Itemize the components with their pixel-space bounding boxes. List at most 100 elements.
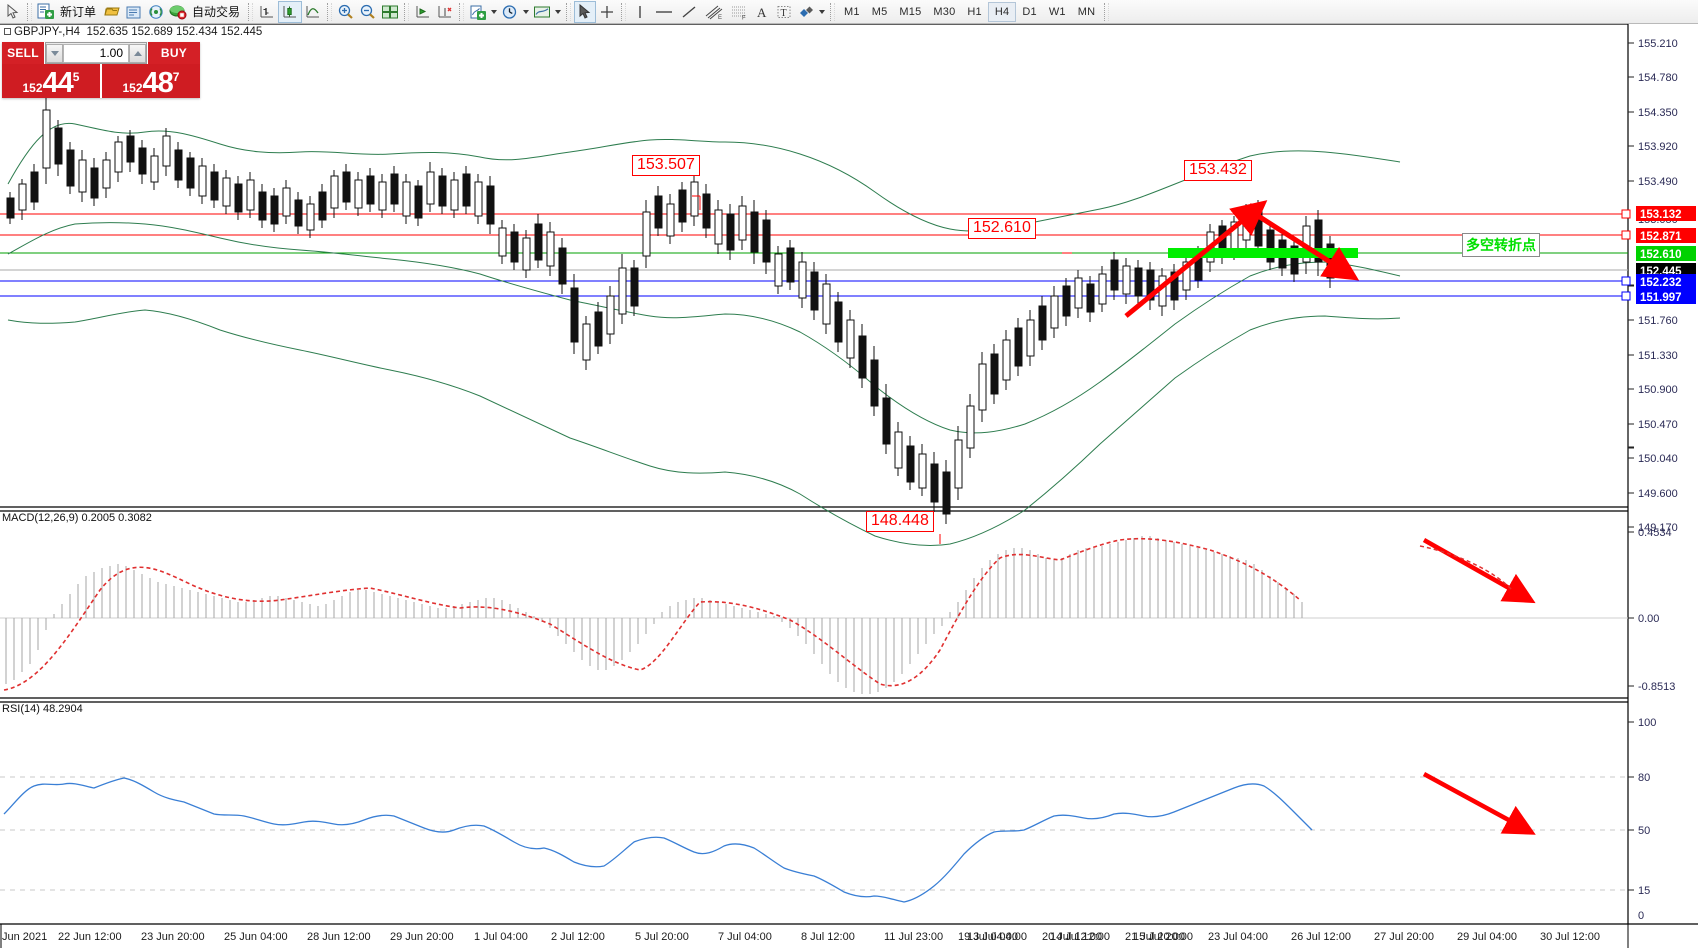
candlestick-chart-icon[interactable] [278,0,303,23]
zoom-out-icon[interactable] [357,1,379,23]
chevron-up-icon [133,50,142,56]
cursor-tool-icon[interactable] [574,0,597,23]
trendline-icon[interactable] [677,1,701,23]
news-icon[interactable] [123,1,145,23]
sell-button[interactable]: SELL [2,42,44,64]
annotation-high-left[interactable]: 153.507 [632,155,700,176]
svg-text:154.780: 154.780 [1638,72,1678,84]
annotation-low[interactable]: 148.448 [866,511,934,532]
svg-text:F: F [742,15,746,20]
buy-price-display[interactable]: 152 48 7 [100,64,200,98]
xtick-5: 29 Jun 20:00 [390,931,454,943]
timeframe-m5[interactable]: M5 [871,5,888,18]
volume-input[interactable]: 1.00 [63,43,129,63]
shapes-icon[interactable] [795,1,827,23]
chevron-down-icon[interactable] [819,9,826,14]
time-axis-labels-cont: 19 Jul 04:00 20 Jul 12:00 21 Jul 20:00 2… [0,924,1698,948]
time-axis [0,923,1698,948]
text-icon[interactable]: A [751,1,773,23]
chevron-down-icon[interactable] [555,9,562,14]
xtick-0: Jun 2021 [2,931,48,943]
volume-control[interactable]: 1.00 [45,42,147,64]
autotrading-icon[interactable]: 自动交易 [167,1,245,23]
chart-maximize-icon[interactable] [4,28,11,36]
svg-text:50: 50 [1638,825,1650,837]
toolbar-separator [459,2,465,21]
fibonacci-icon[interactable]: F [727,1,751,23]
svg-text:151.330: 151.330 [1638,350,1678,362]
sell-fraction: 5 [72,70,80,84]
xtick-1: 22 Jun 12:00 [58,931,122,943]
svg-text:E: E [718,15,722,20]
tile-windows-icon[interactable] [379,1,401,23]
annotation-high-right[interactable]: 153.432 [1184,160,1252,181]
time-axis-labels: Jun 2021 22 Jun 12:00 23 Jun 20:00 25 Ju… [0,924,1698,948]
annotation-chinese-note[interactable]: 多空转折点 [1462,233,1540,257]
crosshair-icon[interactable] [596,1,618,23]
chevron-down-icon[interactable] [523,9,530,14]
cursor-arrow-icon[interactable] [2,1,24,23]
timeframe-m15[interactable]: M15 [899,5,922,18]
timeframe-h4[interactable]: H4 [987,1,1017,22]
timeframe-m1[interactable]: M1 [844,5,860,18]
macd-trend-arrow [1422,538,1536,604]
svg-text:0.00: 0.00 [1638,613,1659,625]
folder-icon[interactable] [101,1,123,23]
toolbar-separator [830,2,836,21]
xtick-9: 7 Jul 04:00 [718,931,772,943]
annotation-mid[interactable]: 152.610 [968,218,1036,239]
xtick-10: 8 Jul 12:00 [801,931,855,943]
auto-scroll-icon[interactable] [434,1,456,23]
timeframe-m30[interactable]: M30 [933,5,956,18]
period-clock-icon[interactable] [499,1,531,23]
buy-button[interactable]: BUY [148,42,200,64]
xtick-11: 11 Jul 23:00 [884,931,944,943]
support-zone-rect [1168,248,1358,258]
new-order-icon[interactable]: 新订单 [35,1,101,23]
signal-icon[interactable] [145,1,167,23]
equidistant-channel-icon[interactable]: E [701,1,727,23]
templates-icon[interactable] [531,1,563,23]
xtick-8: 5 Jul 20:00 [635,931,689,943]
rsi-pane: 100 80 50 15 0 [0,717,1656,922]
price-axis-low-ticks: 149.170 [1628,522,1678,534]
svg-text:155.210: 155.210 [1638,38,1678,50]
shift-end-icon[interactable] [412,1,434,23]
timeframe-w1[interactable]: W1 [1048,5,1066,18]
downtrend-arrow [1250,209,1360,281]
octp-header-row: SELL 1.00 BUY [2,42,200,64]
rsi-indicator-label: RSI(14) 48.2904 [2,703,83,715]
vertical-line-icon[interactable] [629,1,651,23]
chevron-down-icon [50,50,59,56]
price-axis-tail: 149.600 [1628,488,1678,500]
volume-increase-button[interactable] [129,43,146,63]
zoom-in-icon[interactable] [335,1,357,23]
timeframe-mn[interactable]: MN [1077,5,1096,18]
add-indicator-icon[interactable] [467,1,499,23]
sell-price-display[interactable]: 152 44 5 [2,64,100,98]
level-label-152610: 152.610 [1640,249,1682,261]
horizontal-line-icon[interactable] [651,1,677,23]
one-click-trading-panel[interactable]: SELL 1.00 BUY 152 44 5 152 48 7 [2,42,200,98]
xtick-7: 2 Jul 12:00 [551,931,605,943]
bar-chart-icon[interactable] [256,1,278,23]
toolbar-separator [404,2,410,21]
xtick-15b: 19 Jul 04:00 [958,931,1018,943]
text-label-icon[interactable]: T [773,1,795,23]
timeframe-d1[interactable]: D1 [1022,5,1037,18]
bollinger-bands [7,122,1401,547]
chevron-down-icon[interactable] [491,9,498,14]
line-chart-icon[interactable] [302,1,324,23]
xtick-18b: 23 Jul 04:00 [1208,931,1268,943]
toolbar-separator [621,2,627,21]
svg-text:153.490: 153.490 [1638,176,1678,188]
buy-big-figure: 152 [122,81,143,95]
uptrend-arrow [1124,200,1268,318]
timeframe-h1[interactable]: H1 [967,5,982,18]
chart-area[interactable]: 155.210 154.780 154.350 153.920 153.490 … [0,24,1698,948]
level-label-151997: 151.997 [1640,292,1682,304]
main-toolbar: 新订单 自动交易 [0,0,1698,24]
chart-canvas[interactable]: 155.210 154.780 154.350 153.920 153.490 … [0,24,1698,948]
symbol-name: GBPJPY-,H4 [14,26,81,38]
volume-decrease-button[interactable] [46,43,63,63]
